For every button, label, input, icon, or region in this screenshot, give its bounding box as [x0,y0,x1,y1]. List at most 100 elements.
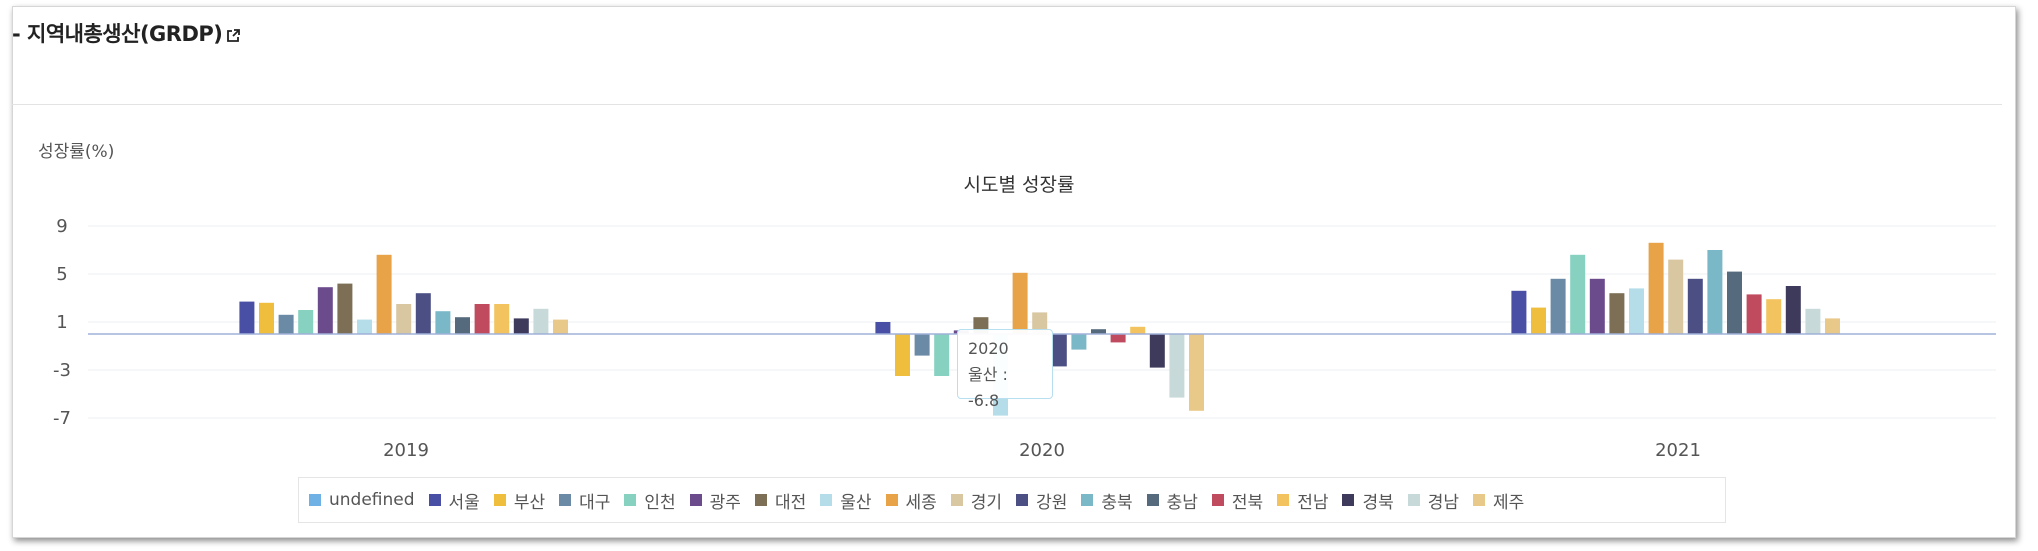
legend-label: 경북 [1362,492,1394,513]
y-tick-label: -7 [53,408,71,429]
y-tick-label: -3 [53,360,71,381]
bar-울산-2021[interactable] [1629,288,1644,334]
legend-swatch [885,494,898,506]
legend-swatch [1146,494,1159,506]
bar-서울-2021[interactable] [1511,290,1527,334]
bar-충남-2020[interactable] [1091,329,1106,334]
chart-title: 시도별 성장률 [963,174,1075,196]
legend-label: 세종 [905,492,937,513]
bar-광주-2021[interactable] [1589,278,1605,334]
legend-swatch [754,494,767,506]
legend-label: 충남 [1166,492,1198,513]
legend-item[interactable]: undefined [309,490,415,510]
bar-경북-2021[interactable] [1785,286,1801,334]
bar-경기-2019[interactable] [396,304,412,334]
legend-swatch [1473,494,1486,506]
bar-대전-2019[interactable] [337,283,353,334]
legend-label: 부산 [513,492,546,513]
bar-제주-2020[interactable] [1189,334,1204,411]
bar-부산-2020[interactable] [895,334,910,376]
legend-swatch [624,494,637,506]
legend-item[interactable]: 강원 [1016,488,1067,513]
x-tick-label: 2021 [1655,440,1701,461]
bar-서울-2020[interactable] [875,322,891,334]
bar-경북-2020[interactable] [1149,334,1165,368]
bar-세종-2020[interactable] [1012,272,1028,334]
bar-제주-2021[interactable] [1825,318,1840,334]
legend-label: 전남 [1297,492,1329,513]
bar-인천-2020[interactable] [934,334,950,376]
y-tick-label: 5 [56,264,67,285]
bar-광주-2019[interactable] [317,287,333,334]
legend-swatch [820,494,833,506]
bar-충남-2021[interactable] [1727,271,1742,334]
legend-item[interactable]: 경북 [1342,488,1394,513]
legend-item[interactable]: 전남 [1277,488,1328,513]
bar-인천-2019[interactable] [298,310,314,334]
legend-item[interactable]: 서울 [428,488,480,513]
bar-전남-2019[interactable] [494,304,510,334]
legend-swatch [950,494,963,506]
bar-충북-2020[interactable] [1071,334,1087,350]
bar-강원-2019[interactable] [415,293,431,334]
bar-대구-2020[interactable] [914,334,930,356]
legend-label: 대구 [579,492,611,513]
legend-item[interactable]: 부산 [493,488,546,513]
tooltip-year: 2020 [968,339,1009,358]
bar-인천-2021[interactable] [1570,254,1586,334]
legend-label: 경기 [970,492,1003,513]
bar-제주-2019[interactable] [553,319,568,334]
bar-전남-2021[interactable] [1766,299,1782,334]
bar-부산-2019[interactable] [259,302,274,334]
legend-label: 광주 [709,492,741,513]
legend-label: 충북 [1101,492,1133,513]
bar-세종-2021[interactable] [1648,242,1664,334]
legend-item[interactable]: 광주 [689,488,741,513]
bar-대구-2021[interactable] [1550,278,1566,334]
legend-label: 인천 [644,492,676,513]
legend-item[interactable]: 경남 [1407,488,1459,513]
bar-서울-2019[interactable] [239,301,255,334]
bar-경기-2021[interactable] [1668,259,1684,334]
y-tick-label: 9 [56,216,67,237]
legend-label: 서울 [448,492,480,513]
bar-충북-2021[interactable] [1707,250,1723,334]
bar-경북-2019[interactable] [513,318,529,334]
legend-swatch [689,494,702,506]
legend-item[interactable]: 인천 [624,488,676,513]
bar-경남-2021[interactable] [1805,308,1821,334]
bar-전북-2019[interactable] [474,304,490,334]
legend-item[interactable]: 세종 [885,488,937,513]
legend-label: 제주 [1493,492,1525,513]
legend-item[interactable]: 전북 [1211,488,1264,513]
bar-강원-2020[interactable] [1051,334,1067,367]
bar-경남-2020[interactable] [1169,334,1185,398]
bar-대전-2021[interactable] [1609,293,1625,334]
legend-item[interactable]: 충남 [1146,488,1198,513]
bar-경남-2019[interactable] [533,308,549,334]
legend-item[interactable]: 제주 [1473,488,1524,513]
legend-item[interactable]: 대전 [754,488,806,513]
bar-충남-2019[interactable] [455,317,470,334]
bar-전북-2021[interactable] [1746,294,1762,334]
chart-legend: undefined 서울 부산 대구 인천 광주 대전 울산 세종 경기 강원 충북 충남 전북 전남 경북 경… [298,477,1726,523]
header-divider [12,104,2002,105]
bar-강원-2021[interactable] [1687,278,1703,334]
section-header: - 지역내총생산(GRDP) [12,18,241,48]
legend-item[interactable]: 경기 [950,488,1003,513]
legend-item[interactable]: 대구 [559,488,610,513]
legend-item[interactable]: 울산 [820,488,872,513]
external-link-icon[interactable] [226,24,241,42]
bar-경기-2020[interactable] [1032,312,1048,334]
tooltip-value: 울산 : -6.8 [968,365,1008,410]
bar-충북-2019[interactable] [435,311,451,334]
bar-세종-2019[interactable] [376,254,392,334]
bar-대구-2019[interactable] [278,314,294,334]
bar-전남-2020[interactable] [1130,326,1146,334]
legend-label: 전북 [1231,492,1264,513]
bar-전북-2020[interactable] [1110,334,1126,343]
legend-item[interactable]: 충북 [1081,488,1133,513]
legend-swatch [493,494,506,506]
bar-울산-2019[interactable] [357,319,372,334]
bar-부산-2021[interactable] [1531,307,1546,334]
